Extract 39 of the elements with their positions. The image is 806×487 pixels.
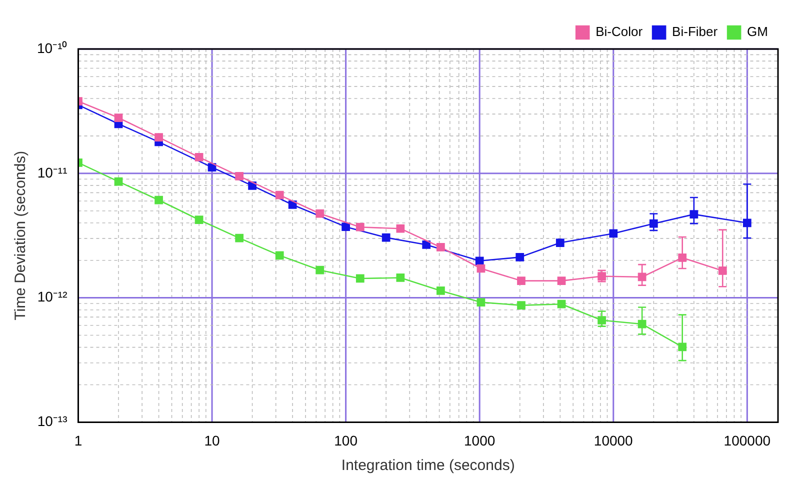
x-axis-title: Integration time (seconds) (341, 457, 515, 474)
point (517, 276, 526, 285)
point (476, 264, 486, 273)
point (436, 286, 445, 295)
x-tick-label: 1000 (464, 432, 496, 448)
point (114, 177, 123, 186)
point (194, 216, 204, 224)
y-axis-title: Time Deviation (seconds) (12, 150, 30, 320)
point (316, 266, 324, 274)
y-tick-label: 10⁻¹¹ (37, 164, 68, 180)
x-tick-label: 100 (334, 432, 358, 448)
y-tick-label: 10⁻¹⁰ (37, 40, 68, 56)
point (316, 209, 324, 218)
point (235, 234, 244, 242)
y-tick-label: 10⁻¹² (37, 288, 68, 305)
point (517, 301, 526, 310)
point (194, 153, 204, 162)
point (154, 133, 163, 142)
point (114, 114, 123, 122)
legend-label: Bi-Fiber (672, 24, 718, 40)
x-tick-label: 10 (204, 432, 220, 448)
point (396, 274, 405, 282)
legend-label: Bi-Color (596, 24, 644, 40)
point (557, 276, 566, 285)
point (235, 172, 244, 180)
point (275, 251, 284, 260)
point (557, 300, 566, 308)
point (436, 243, 445, 252)
point (275, 190, 284, 200)
legend-label: GM (747, 24, 768, 40)
x-tick-label: 10000 (594, 432, 634, 448)
point (154, 196, 163, 204)
x-tick-label: 1 (74, 432, 82, 448)
x-tick-label: 100000 (724, 432, 771, 448)
point (476, 298, 486, 306)
point (356, 274, 364, 283)
point (396, 224, 405, 233)
y-tick-label: 10⁻¹³ (37, 413, 68, 430)
point (356, 222, 364, 232)
